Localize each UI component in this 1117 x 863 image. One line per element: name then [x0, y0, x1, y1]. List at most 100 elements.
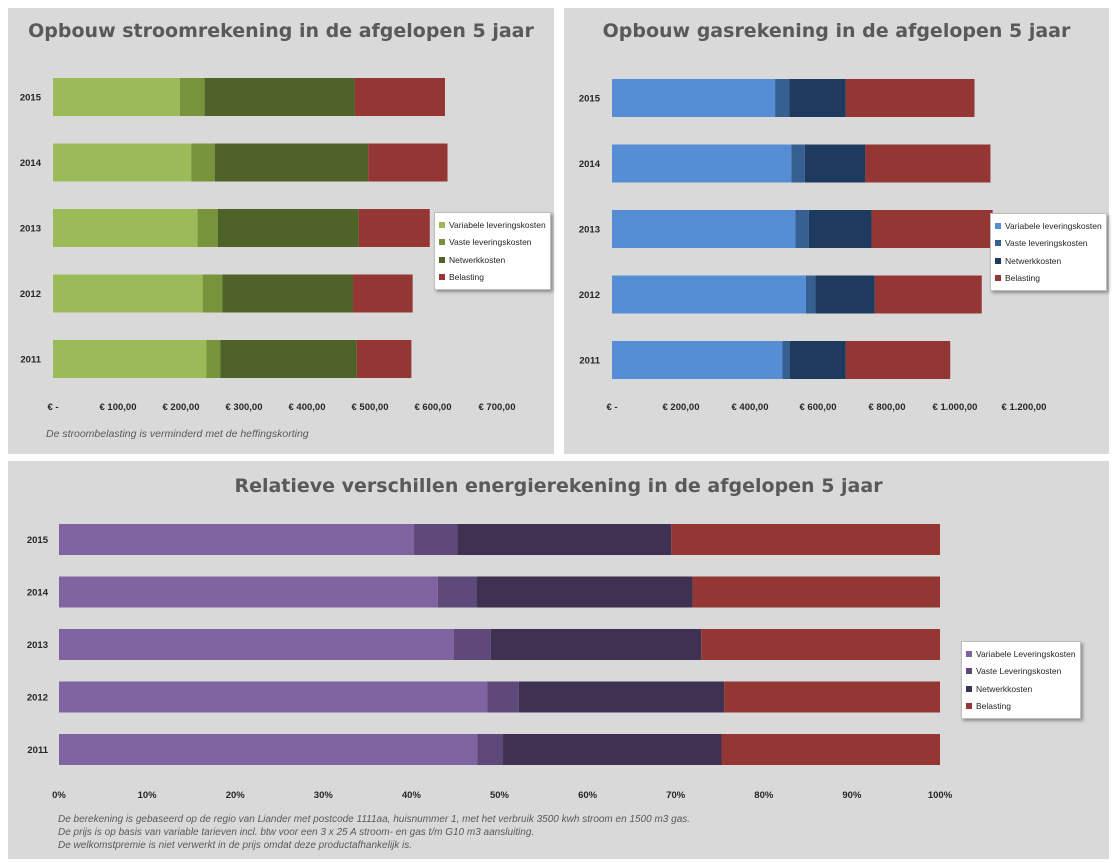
y-tick-label: 2012 [579, 290, 600, 301]
x-tick-label: 50% [490, 790, 510, 801]
legend-item: Netwerkkosten [966, 680, 1076, 698]
note-line: De prijs is op basis van variable tariev… [58, 827, 535, 838]
x-tick-label: € 700,00 [479, 402, 516, 413]
bar-segment [518, 681, 725, 713]
bar-segment [612, 341, 783, 379]
bar-segment [217, 209, 359, 247]
x-tick-label: 30% [314, 790, 334, 801]
bar-segment [220, 340, 357, 378]
bar-segment [59, 681, 488, 713]
bar-segment [487, 681, 519, 713]
bar-segment [612, 144, 792, 183]
legend-item: Belasting [995, 270, 1102, 288]
legend-item: Vaste Leveringskosten [966, 663, 1076, 681]
bar-segment [865, 144, 991, 183]
x-tick-label: € - [606, 402, 617, 413]
bar-segment [671, 524, 940, 555]
bar-segment [457, 524, 672, 555]
bar-segment [358, 209, 430, 247]
legend-item: Variabele Leveringskosten [966, 645, 1076, 663]
x-tick-label: 90% [842, 790, 862, 801]
legend-swatch [995, 240, 1001, 247]
electricity-legend: Variabele leveringskosten Vaste levering… [434, 212, 551, 290]
bar-segment [612, 210, 796, 248]
gas-chart-title: Opbouw gasrekening in de afgelopen 5 jaa… [602, 20, 1071, 42]
legend-label: Belasting [449, 272, 484, 283]
y-tick-label: 2015 [579, 94, 601, 105]
bar-segment [724, 681, 940, 713]
x-tick-label: € 500,00 [352, 402, 389, 413]
legend-swatch [966, 650, 972, 657]
bar-segment [871, 210, 993, 248]
bar-segment [490, 629, 702, 660]
legend-swatch [966, 685, 972, 692]
y-tick-label: 2013 [579, 225, 600, 236]
bar-segment [791, 144, 805, 183]
legend-item: Netwerkkosten [439, 251, 546, 269]
bar-segment [453, 629, 491, 660]
legend-item: Belasting [966, 698, 1076, 716]
bar-segment [437, 576, 477, 608]
bar-segment [222, 274, 354, 313]
bar-segment [53, 143, 192, 182]
x-tick-label: € 300,00 [226, 402, 263, 413]
gas-legend: Variabele leveringskosten Vaste levering… [990, 213, 1107, 291]
y-tick-label: 2012 [27, 693, 48, 704]
bar-segment [701, 629, 940, 660]
bar-segment [356, 340, 412, 378]
legend-item: Vaste leveringskosten [439, 234, 546, 252]
legend-swatch [966, 668, 972, 675]
bar-segment [808, 210, 872, 248]
x-tick-label: € - [47, 402, 58, 413]
electricity-chart-svg: 2015 2014 2013 2012 2011 € - € 100,00 € 200,00 €… [20, 78, 516, 413]
bar-segment [805, 275, 816, 314]
x-tick-label: € 100,00 [100, 402, 137, 413]
x-tick-label: € 1.000,00 [933, 402, 978, 413]
bar-segment [59, 734, 478, 765]
x-tick-label: € 200,00 [163, 402, 200, 413]
bar-segment [353, 274, 413, 313]
legend-item: Variabele leveringskosten [439, 216, 546, 234]
relative-legend: Variabele Leveringskosten Vaste Levering… [961, 641, 1081, 719]
y-tick-label: 2012 [20, 289, 41, 300]
legend-label: Netwerkkosten [449, 254, 506, 265]
legend-label: Belasting [976, 701, 1011, 712]
legend-swatch [995, 257, 1001, 264]
bar-segment [874, 275, 982, 314]
bar-segment [721, 734, 940, 765]
bar-segment [804, 144, 866, 183]
bar-segment [815, 275, 875, 314]
gas-chart-svg: 2015 2014 2013 2012 2011 € - € 200,00 € 400,00 €… [579, 79, 1046, 413]
legend-label: Variabele leveringskosten [449, 219, 546, 230]
relative-notes: De berekening is gebaseerd op de regio v… [58, 813, 690, 852]
bar-segment [59, 524, 415, 555]
note-line: De berekening is gebaseerd op de regio v… [58, 814, 691, 825]
legend-item: Netwerkkosten [995, 252, 1102, 270]
legend-swatch [995, 275, 1001, 282]
y-tick-label: 2013 [27, 640, 48, 651]
bar-segment [612, 275, 806, 314]
x-tick-label: 40% [402, 790, 422, 801]
legend-swatch [439, 274, 445, 281]
y-tick-label: 2013 [20, 224, 41, 235]
bar-segment [612, 79, 776, 117]
x-tick-label: € 800,00 [869, 402, 906, 413]
electricity-chart-title: Opbouw stroomrekening in de afgelopen 5 … [28, 20, 534, 42]
relative-chart-title: Relatieve verschillen energierekening in… [234, 475, 883, 497]
bar-segment [191, 143, 215, 182]
legend-item: Belasting [439, 269, 546, 287]
bar-segment [782, 341, 790, 379]
x-tick-label: 70% [666, 790, 686, 801]
bar-segment [845, 341, 951, 379]
x-tick-label: 0% [52, 790, 66, 801]
gas-chart-panel: Opbouw gasrekening in de afgelopen 5 jaa… [564, 8, 1109, 454]
x-tick-label: 80% [754, 790, 774, 801]
legend-label: Vaste leveringskosten [1005, 238, 1088, 249]
bar-segment [354, 78, 445, 116]
bar-segment [414, 524, 458, 555]
bar-segment [845, 79, 975, 117]
bar-segment [53, 340, 207, 378]
bar-segment [477, 734, 504, 765]
bar-segment [204, 78, 355, 116]
bar-segment [503, 734, 722, 765]
